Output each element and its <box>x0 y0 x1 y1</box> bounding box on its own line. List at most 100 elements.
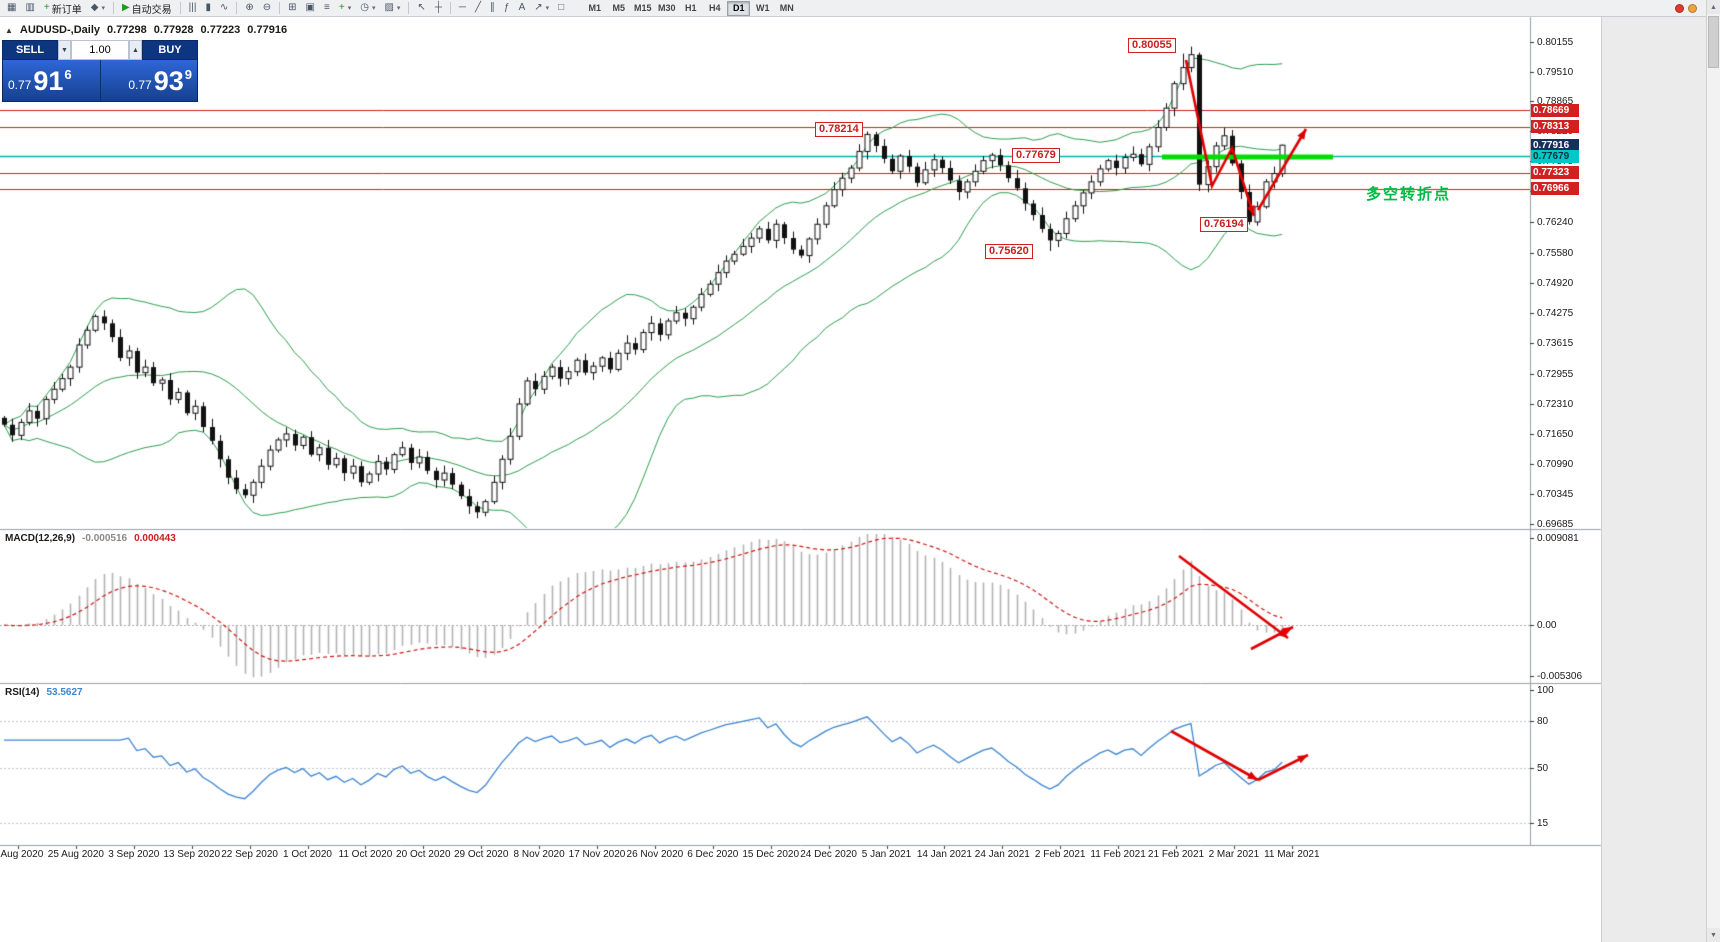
autotrading-icon: ▶ <box>121 2 130 13</box>
rsi-indicator-header: RSI(14) 53.5627 <box>5 687 83 698</box>
timeframe-w1-button[interactable]: W1 <box>751 1 774 16</box>
one-click-price-display: 0.77 91 6 0.77 93 9 <box>2 60 198 102</box>
candlestick-chart-button[interactable]: ▮ <box>201 1 215 16</box>
toolbar-separator <box>179 2 181 14</box>
sell-price-display[interactable]: 0.77 91 6 <box>3 60 100 101</box>
macd-main-value: -0.000516 <box>82 533 128 544</box>
autotrading-button-label: 自动交易 <box>131 4 172 16</box>
price-axis-tick: 0.80155 <box>1537 37 1574 48</box>
expert-advisors-button[interactable]: ◆ ▾ <box>87 1 109 16</box>
chart-annotation-text[interactable]: 多空转折点 <box>1366 186 1452 203</box>
autotrading-button[interactable]: ▶ 自动交易 <box>118 1 176 16</box>
profiles-icon: ▥ <box>25 2 35 13</box>
toolbar-separator <box>279 2 281 14</box>
time-axis-label: 25 Aug 2020 <box>47 849 104 860</box>
timeframe-m5-button[interactable]: M5 <box>607 1 630 16</box>
timeframe-mn-button[interactable]: MN <box>775 1 798 16</box>
trendline-button[interactable]: ╱ <box>471 1 485 16</box>
timeframe-m1-button[interactable]: M1 <box>583 1 606 16</box>
time-axis-label: 11 Oct 2020 <box>338 849 393 860</box>
templates-icon: ▨ <box>384 2 394 13</box>
sell-price-pip-digit: 6 <box>64 67 72 82</box>
volume-decrease-button[interactable]: ▼ <box>58 40 71 60</box>
timeframe-d1-button[interactable]: D1 <box>727 0 751 16</box>
one-click-controls-row: SELL ▼ ▲ BUY <box>2 40 198 60</box>
price-callout-label[interactable]: 0.78214 <box>815 122 863 137</box>
new-order-icon: + <box>43 2 50 13</box>
arrows-tool-icon: ↗ <box>534 2 543 13</box>
profiles-icon[interactable]: ▥ <box>21 1 38 16</box>
cascade-windows-icon: ▣ <box>305 2 315 13</box>
time-axis-label: 22 Sep 2020 <box>221 849 278 860</box>
dropdown-caret-icon[interactable]: ▾ <box>347 5 352 12</box>
new-order-button[interactable]: + 新订单 <box>40 1 86 16</box>
cascade-windows-button[interactable]: ▣ <box>302 1 319 16</box>
scroll-up-icon[interactable]: ▲ <box>1707 0 1720 14</box>
price-axis-tick: 0.70990 <box>1537 459 1574 471</box>
dropdown-caret-icon[interactable]: ▾ <box>396 5 401 12</box>
buy-button[interactable]: BUY <box>142 40 198 60</box>
toolbar-status-area <box>1675 3 1697 13</box>
text-label-button[interactable]: A <box>515 1 530 16</box>
crosshair-button[interactable]: ┼ <box>431 1 446 16</box>
fibonacci-button[interactable]: ƒ <box>500 1 514 16</box>
zoom-out-button[interactable]: ⊖ <box>259 1 275 16</box>
volume-input[interactable] <box>71 40 129 60</box>
templates-button[interactable]: ▨ ▾ <box>380 1 404 16</box>
price-axis-tick: 0.79510 <box>1537 66 1574 78</box>
sell-price-prefix: 0.77 <box>8 78 32 92</box>
time-axis-label: 6 Aug 2020 <box>0 849 44 860</box>
arrows-tool-button[interactable]: ↗ ▾ <box>530 1 553 16</box>
collapse-panel-icon[interactable]: ▲ <box>5 25 13 35</box>
rsi-value: 53.5627 <box>46 687 83 698</box>
price-callout-label[interactable]: 0.76194 <box>1200 217 1248 232</box>
dropdown-caret-icon[interactable]: ▾ <box>371 5 376 12</box>
sell-button[interactable]: SELL <box>2 40 58 60</box>
time-axis-label: 1 Oct 2020 <box>283 849 332 860</box>
chart-ohlc-header: ▲ AUDUSD-,Daily 0.77298 0.77928 0.77223 … <box>5 24 287 36</box>
horizontal-line-button[interactable]: ─ <box>455 1 470 16</box>
one-click-trading-panel: SELL ▼ ▲ BUY 0.77 91 6 0.77 93 9 <box>2 40 198 102</box>
timeframe-h1-button[interactable]: H1 <box>679 1 702 16</box>
time-axis-label: 17 Nov 2020 <box>568 849 626 860</box>
time-axis-label: 26 Nov 2020 <box>626 849 684 860</box>
text-label-icon: A <box>518 2 526 13</box>
cursor-icon: ↖ <box>417 2 426 13</box>
charts-window-icon: ▦ <box>7 2 17 13</box>
price-tag-level: 0.76966 <box>1531 182 1579 196</box>
price-callout-label[interactable]: 0.80055 <box>1128 38 1176 53</box>
tile-windows-icon: ⊞ <box>288 2 297 13</box>
timeframe-m30-button[interactable]: M30 <box>655 1 678 16</box>
price-callout-label[interactable]: 0.77679 <box>1012 148 1060 163</box>
dropdown-caret-icon[interactable]: ▾ <box>101 5 105 12</box>
tile-windows-button[interactable]: ⊞ <box>284 1 300 16</box>
time-axis-label: 21 Feb 2021 <box>1147 849 1205 860</box>
charts-window-icon[interactable]: ▦ <box>3 1 20 16</box>
timeframe-h4-button[interactable]: H4 <box>703 1 726 16</box>
expert-advisors-icon: ◆ <box>90 2 99 13</box>
indicators-button[interactable]: + ▾ <box>335 1 355 16</box>
equidistant-channel-button[interactable]: ∥ <box>486 1 499 16</box>
scroll-down-icon[interactable]: ▼ <box>1707 928 1720 942</box>
periods-button[interactable]: ◷ ▾ <box>356 1 379 16</box>
macd-indicator-header: MACD(12,26,9) -0.000516 0.000443 <box>5 533 176 544</box>
buy-price-display[interactable]: 0.77 93 9 <box>99 60 198 101</box>
shapes-button[interactable]: □ <box>554 1 568 16</box>
ohlc-bars-button[interactable]: ||| <box>185 1 201 16</box>
price-axis-tick: 0.78865 <box>1537 96 1574 108</box>
cursor-button[interactable]: ↖ <box>413 1 429 16</box>
arrange-windows-button[interactable]: ≡ <box>320 1 334 16</box>
vertical-scrollbar[interactable]: ▲ ▼ <box>1706 0 1720 942</box>
zoom-in-button[interactable]: ⊕ <box>241 1 257 16</box>
timeframe-m15-button[interactable]: M15 <box>631 1 654 16</box>
scrollbar-thumb[interactable] <box>1708 16 1719 68</box>
line-chart-button[interactable]: ∿ <box>216 1 232 16</box>
toolbar-separator <box>449 2 451 14</box>
price-axis-tick: 0.71650 <box>1537 428 1574 440</box>
time-axis-label: 13 Sep 2020 <box>163 849 221 860</box>
price-tag-level: 0.78313 <box>1531 120 1579 134</box>
price-callout-label[interactable]: 0.75620 <box>985 244 1033 259</box>
dropdown-caret-icon[interactable]: ▾ <box>545 5 550 12</box>
volume-increase-button[interactable]: ▲ <box>129 40 142 60</box>
